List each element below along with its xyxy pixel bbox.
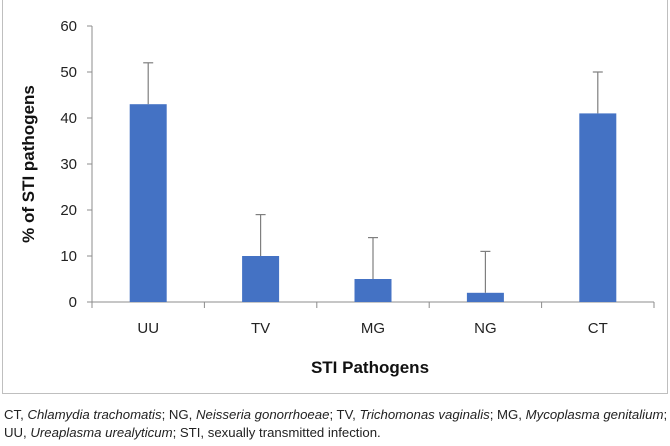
caption-part: ; TV, <box>329 407 360 422</box>
chart-frame <box>2 0 668 394</box>
x-axis-title: STI Pathogens <box>311 358 429 377</box>
error-bar-ct <box>592 71 603 114</box>
caption-part: ; UU, <box>4 407 668 440</box>
figure-caption: CT, Chlamydia trachomatis; NG, Neisseria… <box>4 406 668 442</box>
bar-mg <box>354 279 392 302</box>
y-tick-label: 30 <box>60 156 77 173</box>
x-tick-label-uu: UU <box>137 320 159 337</box>
y-tick-label: 10 <box>60 248 77 265</box>
caption-part: ; NG, <box>161 407 197 422</box>
caption-part: Ureaplasma urealyticum <box>30 425 173 440</box>
error-bars-group <box>143 62 603 293</box>
caption-part: CT, <box>4 407 28 422</box>
error-bar-ng <box>480 250 491 293</box>
caption-part: ; STI, sexually transmitted infection. <box>172 425 381 440</box>
error-bar-tv <box>255 214 266 256</box>
caption-part: Mycoplasma genitalium <box>525 407 664 422</box>
x-axis: UU TV MG NG CT <box>91 301 655 337</box>
caption-part: Chlamydia trachomatis <box>27 407 162 422</box>
x-tick-label-tv: TV <box>251 320 270 337</box>
bar-ct <box>579 113 617 303</box>
y-axis: 0 10 20 30 40 50 60 <box>60 18 93 311</box>
y-tick-label: 60 <box>60 18 77 35</box>
caption-part: ; MG, <box>489 407 526 422</box>
y-tick-label: 40 <box>60 110 77 127</box>
bar-uu <box>129 104 167 302</box>
bar-chart: 0 10 20 30 40 50 60 UU TV MG NG CT % of STI pathog… <box>19 18 655 377</box>
y-tick-label: 20 <box>60 202 77 219</box>
bars-group <box>129 104 617 303</box>
caption-part: Neisseria gonorrhoeae <box>196 407 330 422</box>
x-tick-label-mg: MG <box>361 320 385 337</box>
x-tick-label-ct: CT <box>588 320 608 337</box>
bar-tv <box>242 256 280 302</box>
bar-ng <box>466 292 504 302</box>
y-tick-label: 0 <box>69 294 77 311</box>
y-tick-label: 50 <box>60 64 77 81</box>
x-tick-label-ng: NG <box>474 320 497 337</box>
error-bar-mg <box>368 237 378 279</box>
y-axis-title: % of STI pathogens <box>19 85 38 243</box>
caption-part: Trichomonas vaginalis <box>359 407 490 422</box>
error-bar-uu <box>143 62 154 105</box>
